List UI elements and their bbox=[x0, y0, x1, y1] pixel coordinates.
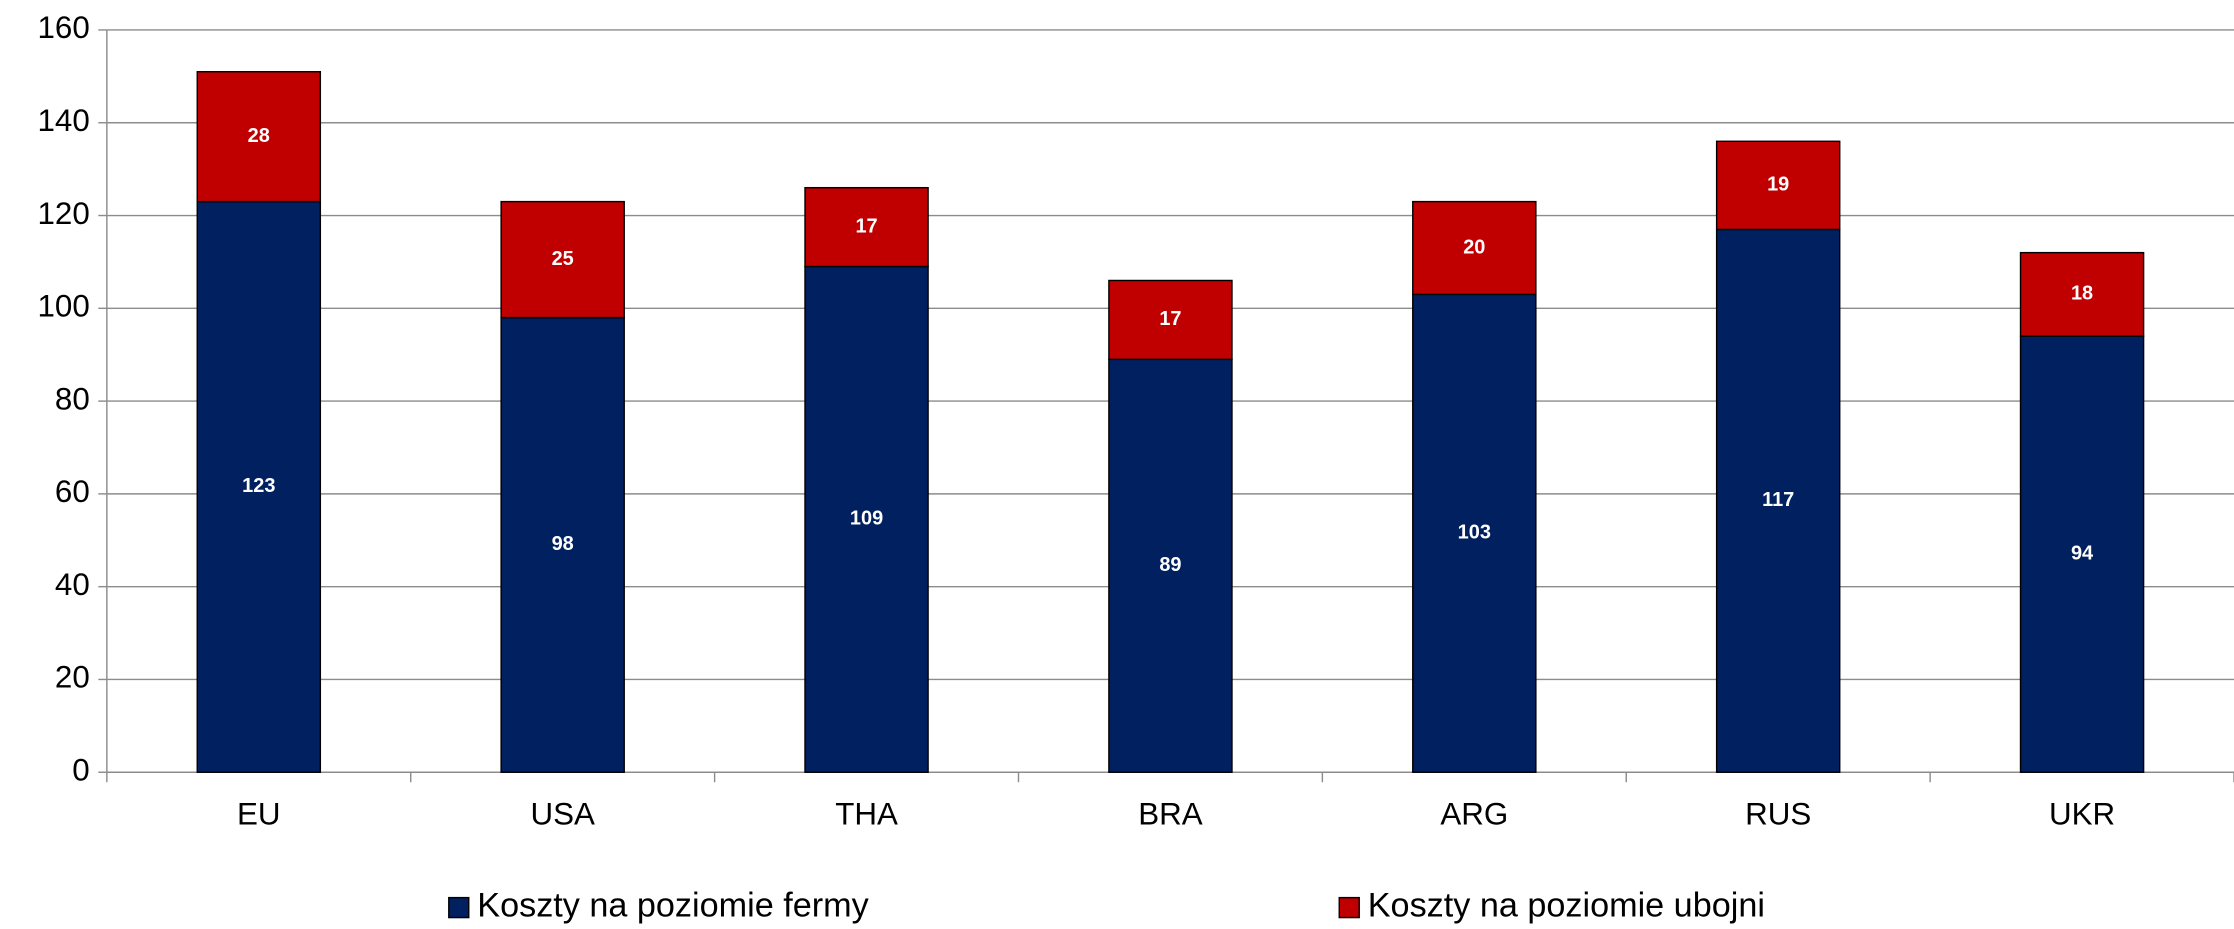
bar-segment bbox=[1715, 228, 1841, 773]
bar-segment bbox=[1108, 358, 1233, 773]
legend-label: Koszty na poziomie fermy bbox=[477, 887, 869, 925]
x-tick-label: BRA bbox=[1138, 797, 1203, 832]
bar-segment bbox=[804, 186, 929, 268]
bar-segment bbox=[2019, 251, 2145, 337]
y-tick-label: 80 bbox=[55, 381, 90, 416]
data-label: 19 bbox=[1767, 174, 1789, 196]
data-label: 89 bbox=[1159, 554, 1181, 576]
legend-label: Koszty na poziomie ubojni bbox=[1368, 887, 1765, 925]
y-tick-label: 60 bbox=[55, 474, 90, 509]
bar-segment bbox=[500, 316, 625, 773]
data-label: 103 bbox=[1458, 522, 1491, 544]
data-label: 123 bbox=[242, 475, 275, 497]
data-label: 98 bbox=[552, 533, 574, 555]
data-label: 117 bbox=[1762, 489, 1794, 511]
bar-segment bbox=[2019, 335, 2145, 773]
data-label: 109 bbox=[850, 508, 883, 530]
bar-segment bbox=[1412, 293, 1537, 773]
x-tick-label: UKR bbox=[2049, 797, 2115, 832]
data-label: 18 bbox=[2071, 283, 2093, 305]
y-tick-label: 140 bbox=[37, 103, 89, 138]
x-tick-label: RUS bbox=[1745, 797, 1811, 832]
x-tick-label: EU bbox=[237, 797, 281, 832]
y-tick-label: 100 bbox=[37, 289, 89, 324]
bar-segment bbox=[804, 265, 929, 773]
legend-swatch bbox=[448, 896, 470, 919]
y-tick-label: 40 bbox=[55, 567, 90, 602]
bar-segment bbox=[1108, 279, 1233, 361]
x-tick-label: USA bbox=[530, 797, 595, 832]
data-label: 17 bbox=[1159, 308, 1181, 330]
bar-segment bbox=[1715, 140, 1841, 231]
x-tick-label: ARG bbox=[1440, 797, 1508, 832]
legend-swatch bbox=[1338, 896, 1360, 919]
data-label: 28 bbox=[248, 125, 270, 147]
y-tick-label: 0 bbox=[72, 753, 89, 788]
data-label: 25 bbox=[552, 248, 574, 270]
x-tick-label: THA bbox=[835, 797, 898, 832]
y-tick-label: 20 bbox=[55, 660, 90, 695]
data-label: 20 bbox=[1463, 236, 1485, 258]
data-label: 94 bbox=[2071, 542, 2093, 564]
y-tick-label: 160 bbox=[37, 10, 89, 45]
data-label: 17 bbox=[855, 215, 877, 237]
bar-segment bbox=[1412, 200, 1537, 296]
bar-segment bbox=[500, 200, 625, 319]
bar-segment bbox=[196, 200, 322, 773]
y-tick-label: 120 bbox=[37, 196, 89, 231]
bar-segment bbox=[196, 70, 322, 203]
